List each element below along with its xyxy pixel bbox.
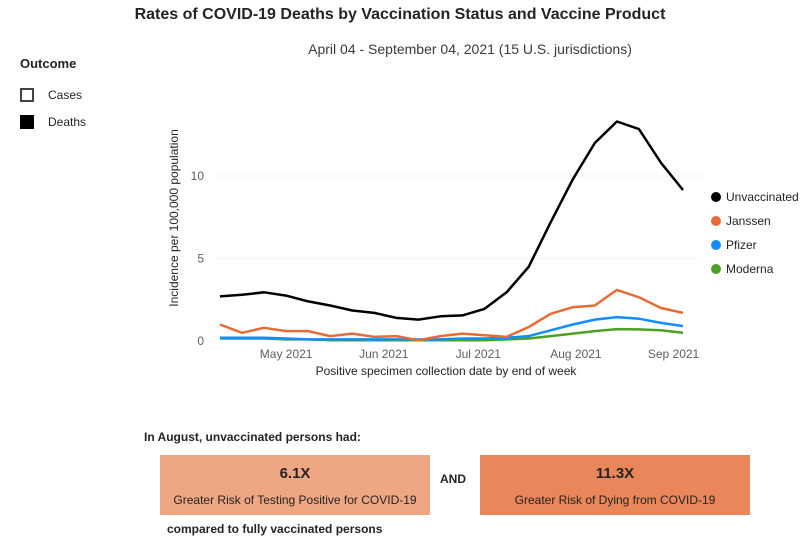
checkbox-icon[interactable] <box>20 87 34 102</box>
and-connector: AND <box>440 472 466 486</box>
slicer-option-label: Cases <box>48 87 83 102</box>
risk-card-cases: 6.1X Greater Risk of Testing Positive fo… <box>160 455 430 515</box>
series-line-pfizer <box>220 315 684 341</box>
legend-label: Pfizer <box>726 238 757 252</box>
risk-card-deaths: 11.3X Greater Risk of Dying from COVID-1… <box>480 455 750 515</box>
slicer-title: Outcome <box>20 56 77 71</box>
legend-label: Unvaccinated <box>726 190 799 204</box>
line-chart: 0 5 10 May 2021 Jun 2021 Jul 2021 Aug 2021 Sep … <box>167 120 799 378</box>
y-tick-label: 0 <box>197 334 204 348</box>
outcome-slicer: Outcome Cases Deaths <box>20 56 86 135</box>
legend-marker-moderna <box>711 264 721 274</box>
slicer-option-label: Deaths <box>48 114 87 129</box>
chart-subtitle: April 04 - September 04, 2021 (15 U.S. j… <box>308 41 632 57</box>
risk-card-description: Greater Risk of Dying from COVID-19 <box>514 493 716 507</box>
checkbox-icon[interactable] <box>20 114 34 129</box>
risk-card-value: 6.1X <box>279 465 311 482</box>
legend-marker-pfizer <box>711 240 721 250</box>
x-tick-label: Jun 2021 <box>359 347 409 361</box>
x-tick-label: Aug 2021 <box>550 347 602 361</box>
risk-card-description: Greater Risk of Testing Positive for COV… <box>173 493 417 507</box>
risk-card-value: 11.3X <box>595 465 635 482</box>
x-axis-title: Positive specimen collection date by end… <box>316 364 578 378</box>
series-line-unvaccinated <box>219 120 684 321</box>
y-tick-label: 5 <box>197 252 204 266</box>
legend-label: Janssen <box>726 214 771 228</box>
x-tick-label: Sep 2021 <box>648 347 700 361</box>
summary-footer: compared to fully vaccinated persons <box>167 522 383 536</box>
summary-heading: In August, unvaccinated persons had: <box>144 430 361 444</box>
y-tick-label: 10 <box>191 169 205 183</box>
legend-marker-janssen <box>711 216 721 226</box>
legend-label: Moderna <box>726 262 774 276</box>
slicer-option-cases[interactable]: Cases <box>20 81 86 108</box>
legend-marker-unvaccinated <box>711 192 721 202</box>
slicer-option-deaths[interactable]: Deaths <box>20 108 86 135</box>
x-tick-label: Jul 2021 <box>456 347 502 361</box>
chart-title: Rates of COVID-19 Deaths by Vaccination … <box>134 6 666 23</box>
series-line-janssen <box>219 288 684 342</box>
x-tick-label: May 2021 <box>260 347 313 361</box>
y-axis-title: Incidence per 100,000 population <box>167 129 181 306</box>
